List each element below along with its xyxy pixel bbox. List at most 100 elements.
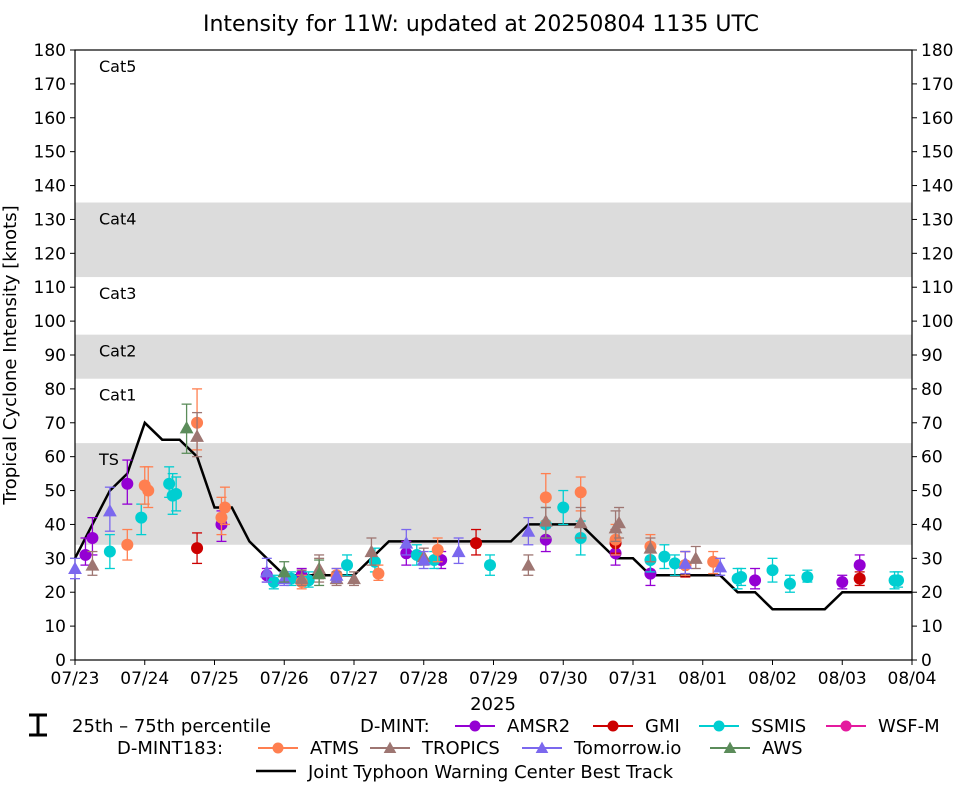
chart-title: Intensity for 11W: updated at 20250804 1… xyxy=(203,12,759,37)
band-label-cat3: Cat3 xyxy=(99,284,136,303)
amsr2-point xyxy=(539,533,552,546)
tomorrow-io-point xyxy=(416,553,431,566)
ssmis-point xyxy=(484,559,497,572)
legend-label-tomorrow-io: Tomorrow.io xyxy=(573,738,681,759)
band-label-cat5: Cat5 xyxy=(99,57,136,76)
tomorrow-io-point xyxy=(329,568,344,581)
x-axis-label: 2025 xyxy=(470,694,516,715)
y-tick-label-left: 60 xyxy=(44,448,66,468)
tropics-point xyxy=(190,429,204,442)
legend-marker-tomorrow-io xyxy=(535,741,549,754)
gmi-point xyxy=(853,572,866,585)
tropics-point xyxy=(612,515,626,529)
amsr2-point xyxy=(86,532,99,544)
y-tick-label-left: 20 xyxy=(44,583,66,603)
atms-point xyxy=(431,543,444,556)
tropics-point xyxy=(364,544,379,558)
ssmis-point xyxy=(163,477,176,490)
y-tick-label-left: 10 xyxy=(44,617,66,637)
band-cat4 xyxy=(75,202,912,278)
band-cat2 xyxy=(75,334,912,379)
legend-group2-label: D-MINT183: xyxy=(117,738,223,759)
y-tick-label-left: 140 xyxy=(34,177,66,197)
y-tick-label-right: 180 xyxy=(921,41,953,61)
x-tick-label: 07/23 xyxy=(51,669,100,689)
ssmis-point xyxy=(801,570,814,583)
band-label-cat4: Cat4 xyxy=(99,210,136,229)
legend-label-ssmis: SSMIS xyxy=(751,716,806,737)
legend-label-amsr2: AMSR2 xyxy=(507,716,570,737)
best-track-line xyxy=(73,420,912,611)
gmi-point xyxy=(470,537,483,550)
x-tick-label: 07/28 xyxy=(399,669,448,689)
y-tick-label-right: 70 xyxy=(921,414,943,434)
y-tick-label-right: 60 xyxy=(921,448,943,468)
aws-point xyxy=(179,420,194,434)
legend-label-wsf-m: WSF-M xyxy=(878,716,940,737)
x-tick-label: 07/30 xyxy=(539,669,588,689)
tropics-point xyxy=(643,541,658,554)
y-tick-label-left: 80 xyxy=(44,380,66,400)
legend-marker-wsf-m xyxy=(840,720,852,732)
amsr2-point xyxy=(749,574,762,587)
ssmis-point xyxy=(103,545,116,558)
legend-marker-tropics xyxy=(383,741,397,754)
ssmis-point xyxy=(368,555,381,568)
y-tick-label-right: 130 xyxy=(921,210,953,230)
amsr2-point xyxy=(644,567,657,580)
category-bands: TS Cat1 Cat2 Cat3 Cat4 Cat5 xyxy=(75,57,912,545)
legend-marker-atms xyxy=(272,742,284,754)
tropics-point xyxy=(85,558,100,571)
band-label-ts: TS xyxy=(98,450,119,469)
ssmis-point xyxy=(341,559,354,572)
tomorrow-io-point xyxy=(259,564,274,578)
y-tick-label-left: 150 xyxy=(34,143,66,163)
y-tick-label-right: 10 xyxy=(921,617,943,637)
y-tick-label-left: 160 xyxy=(34,109,66,129)
y-tick-label-right: 40 xyxy=(921,515,943,535)
legend-marker-aws xyxy=(723,741,737,754)
y-tick-label-left: 170 xyxy=(34,75,66,95)
x-tick-label: 07/26 xyxy=(260,669,309,689)
tomorrow-io-point xyxy=(399,536,414,549)
atms-point xyxy=(121,538,134,551)
atms-point xyxy=(215,511,228,524)
y-tick-label-left: 30 xyxy=(44,549,66,569)
legend: 25th – 75th percentile D-MINT: D-MINT183: A… xyxy=(29,713,940,783)
tomorrow-io-point xyxy=(521,524,536,537)
y-tick-label-right: 160 xyxy=(921,109,953,129)
aws-point xyxy=(277,564,292,578)
tropics-point xyxy=(294,571,309,585)
amsr2-point xyxy=(853,559,866,572)
ssmis-point xyxy=(766,564,779,577)
y-tick-label-right: 50 xyxy=(921,482,943,502)
ssmis-point xyxy=(557,501,570,514)
y-tick-label-right: 150 xyxy=(921,143,953,163)
y-tick-label-left: 50 xyxy=(44,482,66,502)
y-tick-label-left: 0 xyxy=(55,651,66,671)
legend-marker-ssmis xyxy=(713,720,725,732)
aws-point xyxy=(312,566,327,580)
y-tick-label-right: 120 xyxy=(921,244,953,264)
legend-label-atms: ATMS xyxy=(310,738,359,759)
x-tick-label: 08/03 xyxy=(818,669,867,689)
y-tick-label-right: 140 xyxy=(921,177,953,197)
ssmis-point xyxy=(428,554,441,567)
y-tick-label-left: 90 xyxy=(44,346,66,366)
legend-marker-amsr2 xyxy=(469,720,481,732)
ssmis-point xyxy=(135,511,148,524)
y-tick-label-left: 120 xyxy=(34,244,66,264)
tropics-point xyxy=(521,558,536,571)
y-tick-label-right: 30 xyxy=(921,549,943,569)
x-tick-label: 07/27 xyxy=(330,669,379,689)
axes: 0 0 10 10 20 20 30 30 40 40 50 50 60 60 70 70 80 80 90 90 10… xyxy=(34,41,954,689)
tropics-point xyxy=(573,515,588,529)
ssmis-point xyxy=(735,570,748,583)
y-tick-label-right: 170 xyxy=(921,75,953,95)
legend-label-tropics: TROPICS xyxy=(421,738,500,759)
legend-label-best-track: Joint Typhoon Warning Center Best Track xyxy=(307,762,674,783)
atms-point xyxy=(574,486,587,499)
y-tick-label-right: 110 xyxy=(921,278,953,298)
x-tick-label: 08/02 xyxy=(748,669,797,689)
band-label-cat2: Cat2 xyxy=(99,342,136,361)
